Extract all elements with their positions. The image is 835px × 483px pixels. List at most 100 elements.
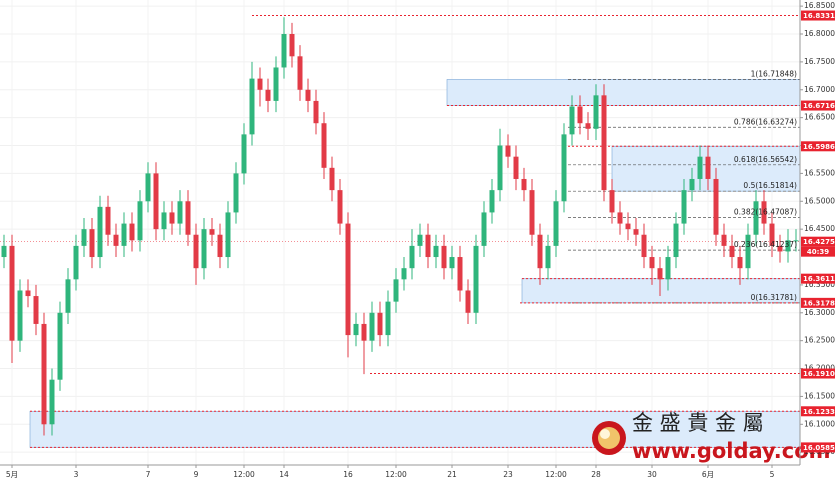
candle-body <box>625 223 631 230</box>
candle-body <box>345 223 351 336</box>
candle-body <box>249 78 255 135</box>
zone <box>446 79 801 106</box>
candle-body <box>369 312 375 341</box>
candle-body <box>393 279 399 302</box>
level-tag <box>801 100 835 111</box>
x-tick-label: 12:00 <box>233 470 255 479</box>
candle-body <box>265 89 271 101</box>
candle-body <box>153 173 159 230</box>
candle-body <box>177 201 183 224</box>
x-tick-label: 9 <box>194 470 199 479</box>
candle-body <box>201 229 207 269</box>
candle-body <box>617 212 623 224</box>
candle-body <box>513 156 519 179</box>
level-label: 16.12336 <box>803 408 835 416</box>
level-label: 16.31781 <box>803 299 835 307</box>
candle-body <box>721 234 727 246</box>
x-tick-label: 12:00 <box>385 470 407 479</box>
y-tick-label: 16.75000 <box>804 57 835 66</box>
candle-body <box>81 229 87 246</box>
brand-name: 金 盛 貴 金 屬 <box>632 411 764 435</box>
candle-body <box>1 245 7 258</box>
candle-body <box>33 296 39 324</box>
candle-body <box>745 234 751 269</box>
fib-label: 0.618(16.56542) <box>734 155 797 164</box>
candle-body <box>609 190 615 213</box>
candle-body <box>121 223 127 246</box>
y-tick-label: 16.85000 <box>804 1 835 10</box>
candle-body <box>633 229 639 235</box>
y-tick-label: 16.50000 <box>804 196 835 205</box>
fib-label: 0.236(16.41237) <box>734 240 797 249</box>
x-tick-label: 14 <box>279 470 289 479</box>
level-label: 16.67169 <box>803 102 835 110</box>
candle-body <box>529 190 535 235</box>
candle-body <box>225 212 231 258</box>
y-tick-label: 16.25000 <box>804 336 835 345</box>
candle-body <box>793 240 799 242</box>
y-tick-label: 16.15000 <box>804 391 835 400</box>
y-tick-label: 16.70000 <box>804 85 835 94</box>
fib-label: 0.5(16.51814) <box>743 181 797 190</box>
candle-body <box>665 257 671 280</box>
candle-body <box>761 201 767 224</box>
level-tag <box>801 141 835 152</box>
candle-body <box>433 245 439 258</box>
x-tick-label: 16 <box>343 470 353 479</box>
level-label: 16.19106 <box>803 370 835 378</box>
candle-body <box>457 257 463 291</box>
y-tick-label: 16.55000 <box>804 168 835 177</box>
candle-body <box>401 268 407 280</box>
candle-body <box>321 123 327 168</box>
candle-body <box>553 201 559 246</box>
level-tag <box>801 297 835 308</box>
candle-body <box>25 290 31 297</box>
candle-body <box>217 234 223 258</box>
candle-body <box>561 134 567 202</box>
level-label: 16.05856 <box>803 444 835 452</box>
candle-body <box>9 245 15 341</box>
countdown-tag <box>801 246 835 257</box>
candle-body <box>473 245 479 313</box>
candle-body <box>281 34 287 68</box>
candle-body <box>577 106 583 124</box>
candle-body <box>785 240 791 252</box>
candle-body <box>65 279 71 313</box>
candle-body <box>737 257 743 269</box>
level-tag <box>801 442 835 453</box>
candle-body <box>145 173 151 202</box>
level-tag <box>801 10 835 21</box>
marks-layer <box>1 17 799 436</box>
candle-body <box>289 34 295 57</box>
candle-body <box>385 301 391 336</box>
candle-body <box>649 257 655 269</box>
x-tick-label: 7 <box>146 470 151 479</box>
candle-body <box>777 245 783 252</box>
candle-body <box>361 323 367 341</box>
y-tick-label: 16.30000 <box>804 308 835 317</box>
candle-body <box>697 156 703 179</box>
watermark: 金 盛 貴 金 屬 www.golday.com <box>592 411 831 463</box>
candle-body <box>273 67 279 101</box>
logo-inner <box>598 427 620 449</box>
y-tick-label: 16.10000 <box>804 419 835 428</box>
level-tag <box>801 368 835 379</box>
candle-body <box>505 145 511 157</box>
candle-body <box>657 268 663 280</box>
candle-body <box>105 206 111 235</box>
fib-label: 1(16.71848) <box>751 69 797 78</box>
x-tick-label: 3 <box>74 470 79 479</box>
candle-body <box>585 123 591 129</box>
candle-body <box>89 229 95 258</box>
fib-label: 0.786(16.63274) <box>734 117 797 126</box>
countdown-label: 40:39 <box>807 248 829 256</box>
x-tick-label: 30 <box>647 470 657 479</box>
candle-body <box>417 234 423 246</box>
candle-body <box>353 323 359 336</box>
candle-body <box>689 178 695 191</box>
fib-label: 0.382(16.47087) <box>734 208 797 217</box>
candle-body <box>185 201 191 235</box>
current-price-tag <box>801 236 835 247</box>
candle-body <box>97 206 103 258</box>
